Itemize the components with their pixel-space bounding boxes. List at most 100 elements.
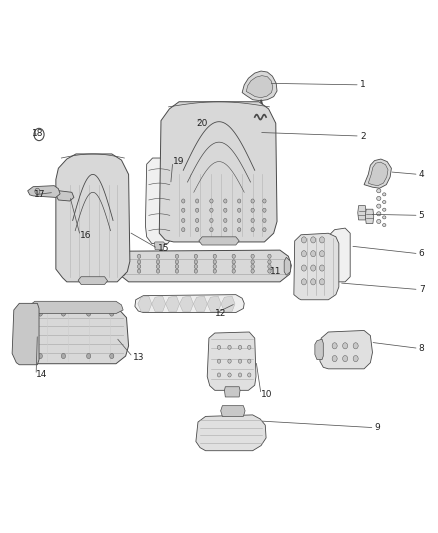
Polygon shape — [154, 242, 164, 249]
Circle shape — [228, 359, 231, 363]
Circle shape — [319, 251, 325, 257]
Circle shape — [251, 269, 254, 273]
Polygon shape — [221, 296, 235, 311]
Polygon shape — [252, 140, 258, 146]
Circle shape — [138, 254, 141, 259]
Circle shape — [251, 219, 254, 222]
Text: 18: 18 — [32, 129, 43, 138]
Circle shape — [301, 279, 307, 285]
Polygon shape — [138, 296, 152, 311]
Polygon shape — [364, 159, 392, 188]
Ellipse shape — [382, 208, 386, 211]
Polygon shape — [28, 301, 123, 313]
Circle shape — [38, 353, 42, 359]
Circle shape — [38, 311, 42, 316]
Circle shape — [268, 260, 271, 264]
Circle shape — [263, 219, 266, 222]
Polygon shape — [246, 76, 273, 98]
Ellipse shape — [382, 223, 386, 227]
Circle shape — [232, 260, 235, 264]
Polygon shape — [152, 296, 166, 311]
Text: 13: 13 — [133, 352, 144, 361]
Text: 2: 2 — [360, 132, 365, 141]
Polygon shape — [329, 228, 350, 282]
Circle shape — [332, 343, 337, 349]
Polygon shape — [365, 209, 374, 223]
Circle shape — [263, 208, 266, 212]
Ellipse shape — [377, 212, 381, 216]
Circle shape — [175, 260, 179, 264]
Circle shape — [110, 311, 114, 316]
Circle shape — [247, 345, 251, 350]
Circle shape — [182, 199, 185, 203]
Circle shape — [182, 228, 185, 232]
Circle shape — [247, 359, 251, 363]
Circle shape — [232, 269, 235, 273]
Circle shape — [224, 228, 227, 232]
Text: 15: 15 — [158, 244, 170, 253]
Polygon shape — [180, 296, 193, 311]
Polygon shape — [166, 296, 180, 311]
Polygon shape — [12, 303, 39, 365]
Circle shape — [251, 264, 254, 269]
Text: 4: 4 — [419, 170, 424, 179]
Circle shape — [268, 269, 271, 273]
Text: 9: 9 — [374, 423, 380, 432]
Circle shape — [213, 260, 216, 264]
Circle shape — [237, 219, 241, 222]
Circle shape — [195, 199, 199, 203]
Polygon shape — [78, 277, 108, 285]
Polygon shape — [207, 296, 221, 311]
Circle shape — [332, 356, 337, 362]
Polygon shape — [358, 206, 366, 220]
Circle shape — [311, 265, 316, 271]
Circle shape — [311, 237, 316, 243]
Circle shape — [224, 199, 227, 203]
Circle shape — [175, 264, 179, 269]
Polygon shape — [117, 250, 291, 282]
Polygon shape — [56, 154, 130, 282]
Circle shape — [156, 264, 160, 269]
Text: 10: 10 — [261, 390, 272, 399]
Circle shape — [195, 219, 199, 222]
Text: 19: 19 — [173, 157, 184, 166]
Circle shape — [228, 345, 231, 350]
Circle shape — [319, 265, 325, 271]
Polygon shape — [320, 330, 372, 369]
Circle shape — [87, 311, 91, 316]
Circle shape — [217, 345, 221, 350]
Circle shape — [175, 269, 179, 273]
Circle shape — [263, 199, 266, 203]
Circle shape — [237, 208, 241, 212]
Circle shape — [224, 208, 227, 212]
Ellipse shape — [382, 193, 386, 196]
Polygon shape — [207, 332, 256, 390]
Polygon shape — [56, 191, 74, 201]
Circle shape — [228, 373, 231, 377]
Text: 12: 12 — [215, 309, 226, 318]
Circle shape — [61, 311, 66, 316]
Circle shape — [251, 199, 254, 203]
Circle shape — [232, 264, 235, 269]
Circle shape — [213, 269, 216, 273]
Circle shape — [251, 260, 254, 264]
Circle shape — [210, 219, 213, 222]
Polygon shape — [196, 415, 266, 451]
Circle shape — [217, 359, 221, 363]
Circle shape — [195, 208, 199, 212]
Circle shape — [138, 260, 141, 264]
Circle shape — [251, 228, 254, 232]
Polygon shape — [284, 257, 290, 275]
Polygon shape — [294, 233, 339, 300]
Circle shape — [301, 265, 307, 271]
Circle shape — [251, 208, 254, 212]
Polygon shape — [224, 387, 240, 397]
Circle shape — [238, 359, 242, 363]
Text: 11: 11 — [269, 267, 281, 276]
Ellipse shape — [382, 200, 386, 204]
Circle shape — [353, 343, 358, 349]
Circle shape — [210, 228, 213, 232]
Text: 17: 17 — [34, 190, 46, 199]
Circle shape — [268, 254, 271, 259]
Circle shape — [224, 219, 227, 222]
